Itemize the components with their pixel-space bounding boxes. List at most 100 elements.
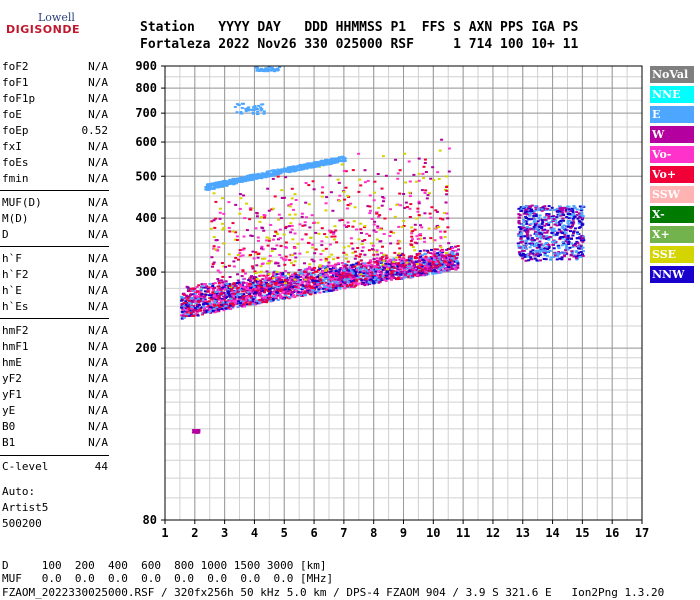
data-point (252, 292, 256, 295)
data-point (271, 169, 275, 172)
data-point (212, 245, 216, 248)
data-point (320, 227, 324, 230)
data-point (381, 275, 385, 278)
data-point (233, 292, 237, 295)
data-point (346, 260, 350, 263)
data-point (399, 276, 403, 279)
data-point (238, 212, 242, 215)
data-point (245, 296, 249, 298)
data-point (188, 297, 192, 300)
data-point (354, 278, 358, 281)
data-point (582, 250, 585, 253)
data-point (345, 277, 349, 280)
data-point (373, 265, 377, 268)
data-point (229, 181, 233, 184)
param-name: fxI (2, 140, 22, 153)
data-point (203, 302, 207, 305)
data-point (566, 248, 570, 251)
data-point (304, 280, 308, 283)
data-point (423, 192, 427, 194)
data-point (348, 270, 352, 273)
x-tick-label: 11 (456, 526, 470, 540)
data-point (325, 290, 329, 293)
legend-item-x: X+ (650, 226, 694, 243)
data-point (280, 279, 283, 281)
data-point (234, 299, 238, 302)
data-point (224, 305, 228, 307)
data-point (228, 303, 232, 305)
data-point (444, 262, 448, 265)
data-point (312, 221, 316, 224)
data-point (382, 253, 386, 256)
data-point (296, 277, 300, 280)
data-point (282, 276, 286, 279)
param-value: N/A (88, 228, 108, 241)
data-point (316, 221, 320, 224)
data-point (203, 307, 207, 310)
data-point (212, 297, 216, 299)
data-point (417, 172, 421, 175)
data-point (322, 273, 326, 276)
data-point (438, 264, 442, 267)
data-point (441, 251, 445, 254)
data-point (284, 176, 288, 179)
data-point (236, 279, 240, 282)
data-point (418, 233, 422, 236)
data-point (181, 296, 185, 299)
data-point (188, 314, 192, 317)
data-point (544, 258, 548, 261)
data-point (305, 216, 308, 219)
data-point (335, 157, 339, 160)
data-point (558, 238, 562, 241)
data-point (563, 229, 567, 232)
data-point (264, 277, 268, 280)
data-point (300, 168, 304, 171)
data-point (245, 283, 249, 286)
data-point (422, 249, 426, 252)
data-point (537, 255, 540, 257)
data-point (396, 266, 400, 269)
data-point (346, 204, 350, 206)
data-point (215, 248, 219, 251)
data-point (182, 308, 186, 311)
data-point (451, 260, 455, 263)
data-point (237, 300, 240, 303)
data-point (429, 177, 433, 180)
data-point (236, 258, 240, 261)
data-point (325, 284, 329, 287)
data-point (224, 307, 228, 310)
data-point (537, 246, 541, 249)
data-point (552, 252, 556, 255)
data-point (296, 290, 300, 293)
data-point (439, 230, 442, 233)
data-point (334, 277, 338, 279)
data-point (454, 249, 458, 252)
data-point (398, 263, 402, 266)
data-point (353, 273, 357, 276)
data-point (557, 210, 561, 213)
data-point (214, 239, 218, 242)
data-point (518, 253, 522, 256)
data-point (419, 224, 422, 227)
data-point (377, 270, 380, 273)
data-point (402, 264, 405, 267)
data-point (577, 247, 580, 250)
data-point (254, 173, 258, 176)
data-point (299, 164, 303, 167)
data-point (396, 269, 399, 272)
data-point (327, 285, 331, 288)
data-point (280, 189, 284, 192)
data-point (289, 231, 293, 234)
data-point (331, 157, 335, 160)
data-point (278, 293, 282, 296)
data-point (568, 214, 572, 217)
data-point (187, 289, 190, 292)
data-point (257, 252, 261, 255)
data-point (433, 254, 437, 257)
data-point (327, 159, 331, 162)
param-row: M(D) N/A (0, 212, 122, 228)
data-point (411, 246, 415, 248)
data-point (411, 274, 414, 277)
data-point (359, 222, 363, 225)
data-point (261, 299, 265, 301)
